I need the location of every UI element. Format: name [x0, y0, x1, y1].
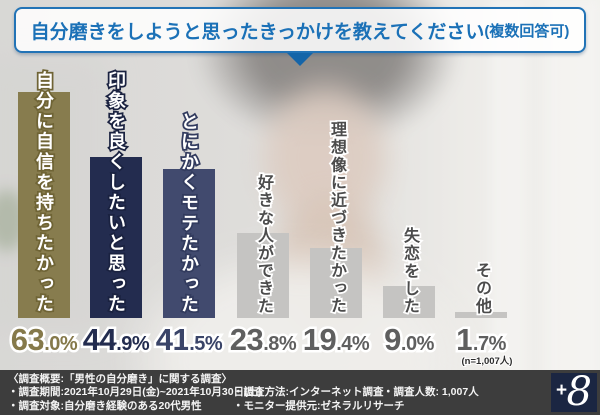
plus8-logo-plus: +	[556, 380, 568, 401]
sample-size-note: (n=1,007人)	[461, 355, 514, 368]
survey-footer: 〈調査概要:「男性の自分磨き」に関する調査〉 ・調査期間:2021年10月29日…	[0, 370, 600, 415]
bar-category-label: とにかくモテたかった	[177, 110, 201, 317]
question-title: 自分磨きをしようと思ったきっかけを教えてください	[30, 21, 485, 43]
banner-pointer-triangle	[287, 53, 313, 66]
plus8-logo-eight: 8	[566, 369, 592, 415]
survey-count: ・調査人数: 1,007人	[383, 386, 479, 398]
bar-category-label: 印象を良くしたいと思った	[104, 70, 128, 317]
bar-category-label: その他	[471, 260, 492, 316]
bar-category-label: 好きな人ができた	[253, 172, 274, 316]
bar-category-label: 自分に自信を持ちたかった	[32, 70, 56, 317]
bar-category-label: 失恋をした	[399, 225, 420, 317]
survey-summary: 〈調査概要:「男性の自分磨き」に関する調査〉	[8, 373, 232, 385]
question-banner: 自分磨きをしようと思ったきっかけを教えてください (複数回答可)	[14, 7, 586, 53]
survey-period: ・調査期間:2021年10月29日(金)~2021年10月30日(土)	[8, 386, 262, 398]
plus8-logo: + 8	[551, 369, 597, 415]
survey-target: ・調査対象:自分磨き経験のある20代男性	[8, 400, 202, 412]
survey-method: ・調査方法:インターネット調査	[233, 386, 384, 398]
survey-monitor: ・モニター提供元:ゼネラルリサーチ	[233, 400, 405, 412]
question-title-note: (複数回答可)	[484, 22, 570, 40]
bar-category-label: 理想像に近づきたかった	[326, 120, 347, 317]
